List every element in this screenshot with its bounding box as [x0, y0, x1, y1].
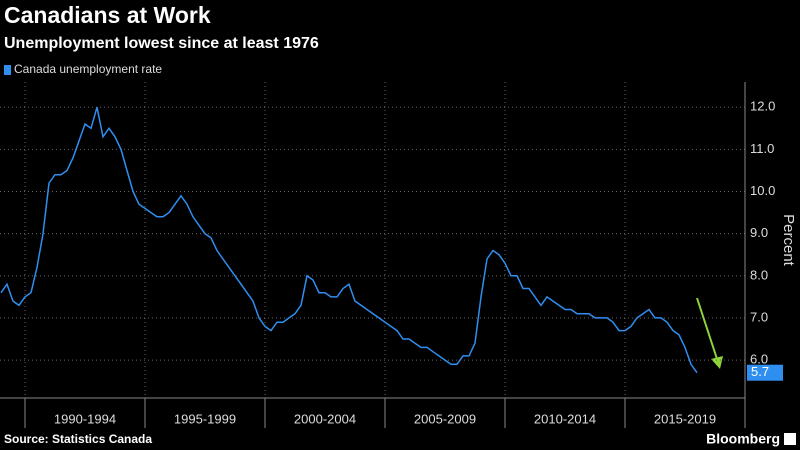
y-tick-label: 10.0	[750, 183, 775, 198]
y-tick-label: 6.0	[750, 352, 768, 367]
x-tick-label: 2015-2019	[654, 411, 716, 426]
source: Source: Statistics Canada	[4, 432, 152, 446]
line	[0, 107, 698, 374]
x-tick-label: 2005-2009	[414, 411, 476, 426]
brand-icon	[784, 433, 796, 445]
y-tick-label: 7.0	[750, 309, 768, 324]
y-tick-label: 11.0	[750, 141, 774, 156]
y-tick-label: 12.0	[750, 99, 775, 114]
x-tick-label: 2000-2004	[294, 411, 356, 426]
y-axis-label: Percent	[780, 214, 797, 267]
y-tick-label: 8.0	[750, 267, 768, 282]
last-value-box	[747, 364, 783, 381]
chart-title: Canadians at Work	[4, 2, 211, 28]
annotation-arrow	[696, 297, 719, 363]
y-tick-label: 9.0	[750, 225, 768, 240]
legend-swatch	[4, 65, 11, 75]
annotation-arrowhead	[711, 356, 723, 369]
x-tick-label: 1995-1999	[174, 411, 236, 426]
chart-subtitle: Unemployment lowest since at least 1976	[4, 35, 319, 52]
last-value-label: 5.7	[751, 364, 769, 379]
legend-label: Canada unemployment rate	[14, 62, 162, 76]
x-tick-label: 1990-1994	[54, 411, 116, 426]
brand: Bloomberg	[706, 431, 780, 447]
x-tick-label: 2010-2014	[534, 411, 596, 426]
